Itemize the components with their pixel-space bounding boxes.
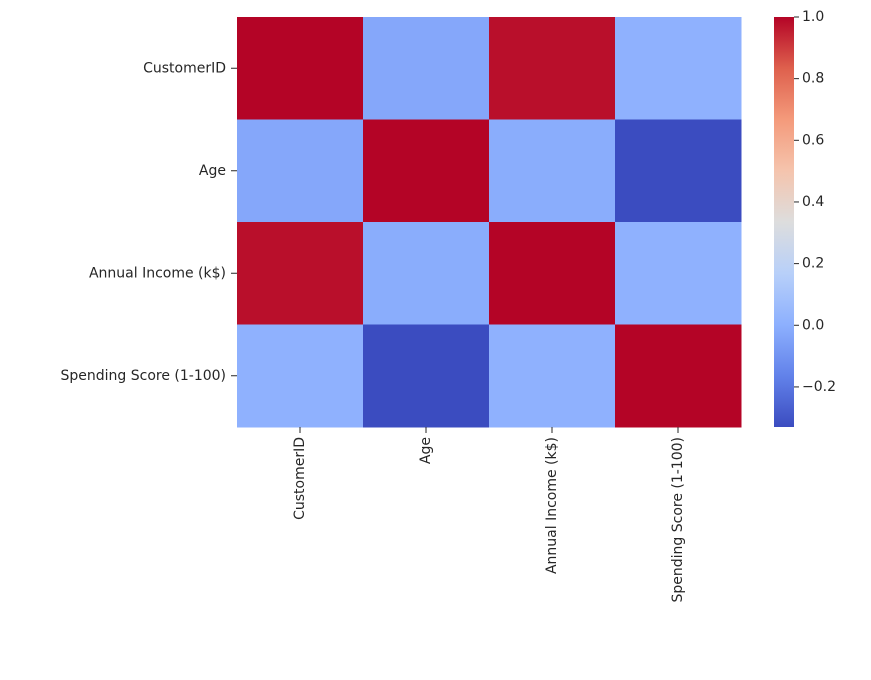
heatmap-cell-annual-income-k-customerid [237,222,364,325]
y-tick-label: Spending Score (1-100) [60,368,226,384]
heatmap-cell-annual-income-k-annual-income-k [489,222,616,325]
y-tick-label: Age [199,163,226,179]
heatmap-cell-spending-score-1-100-spending-score-1-100 [615,324,742,428]
x-tick-label: Age [418,437,434,464]
colorbar-tick-label: 0.0 [802,317,824,333]
heatmap-cell-spending-score-1-100-customerid [237,324,364,428]
heatmap-cell-customerid-customerid [237,17,364,120]
colorbar: 1.0 0.8 0.6 0.4 0.2 0.0 −0.2 [774,9,836,427]
heatmap-cell-spending-score-1-100-age [363,324,490,428]
heatmap-cell-age-age [363,119,490,223]
colorbar-tick-label: −0.2 [802,379,836,395]
heatmap-cell-spending-score-1-100-annual-income-k [489,324,616,428]
x-tick-label: Spending Score (1-100) [670,437,686,603]
heatmap-cells [237,17,742,428]
heatmap-cell-customerid-annual-income-k [489,17,616,120]
heatmap-cell-age-annual-income-k [489,119,616,223]
colorbar-tick-label: 0.6 [802,132,824,148]
heatmap-cell-customerid-spending-score-1-100 [615,17,742,120]
y-axis-tick-labels: CustomerID Age Annual Income (k$) Spending … [60,60,237,384]
y-tick-label: CustomerID [143,60,226,76]
colorbar-tick-label: 0.2 [802,256,824,272]
x-tick-label: CustomerID [292,437,308,520]
colorbar-tick-label: 1.0 [802,9,824,25]
heatmap-cell-age-customerid [237,119,364,223]
colorbar-tick-label: 0.8 [802,71,824,87]
heatmap-cell-age-spending-score-1-100 [615,119,742,223]
heatmap-cell-annual-income-k-spending-score-1-100 [615,222,742,325]
heatmap-cell-annual-income-k-age [363,222,490,325]
colorbar-tick-label: 0.4 [802,194,824,210]
heatmap-cell-customerid-age [363,17,490,120]
colorbar-gradient [774,17,794,427]
x-axis-tick-labels: CustomerID Age Annual Income (k$) Spending … [292,427,686,603]
x-tick-label: Annual Income (k$) [544,437,560,574]
y-tick-label: Annual Income (k$) [89,265,226,281]
